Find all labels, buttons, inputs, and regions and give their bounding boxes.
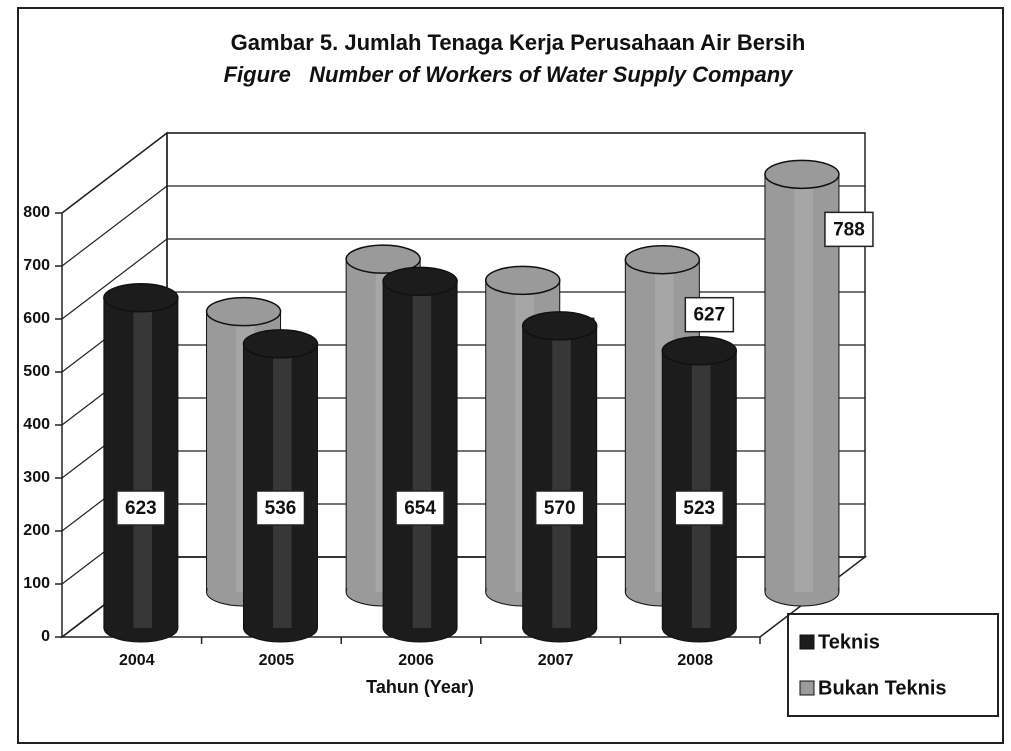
data-label-box [395,490,445,526]
legend-swatch [799,634,815,650]
grid-line [61,556,865,638]
data-label: 788 [833,219,865,240]
data-label: 570 [544,498,576,519]
bar-body-fill [244,343,317,628]
bar [103,283,179,643]
chart-title: Gambar 5. Jumlah Tenaga Kerja Perusahaan… [231,30,806,55]
bar-top [103,283,179,313]
legend-swatch [799,680,815,696]
bar-body-fill [104,297,177,628]
legend-box [787,613,999,717]
frame [17,7,1004,744]
grid-line [61,132,865,214]
y-tick-label: 300 [23,469,50,486]
bar-top [382,266,458,297]
y-tick-label: 400 [23,416,50,433]
bar-body-fill [384,281,457,628]
y-tick-label: 200 [23,522,50,539]
bar-highlight [133,297,152,628]
legend-label: Bukan Teknis [818,677,947,699]
bar-top [205,296,282,327]
x-axis-label: Tahun (Year) [366,677,474,697]
bar [521,311,598,643]
grid-line [61,238,865,320]
bar-top [242,329,319,359]
x-tick-label: 2008 [677,652,713,669]
grid-line [61,397,865,479]
y-tick-label: 0 [41,628,50,645]
data-label-box [674,490,725,526]
bar [382,266,458,643]
data-label: 654 [404,498,436,519]
grid-line [61,503,865,585]
data-label: 536 [265,498,297,519]
y-tick-label: 100 [23,575,50,592]
bar-top [345,244,421,274]
x-tick-label: 2007 [538,652,574,669]
x-tick-label: 2006 [398,652,434,669]
y-tick-label: 600 [23,310,50,327]
data-label: 623 [125,498,157,519]
floor [59,556,868,638]
data-label-box [116,490,166,526]
bar-highlight [412,281,432,628]
data-label-box [824,211,874,248]
data-label-box [255,490,306,526]
y-tick-label: 700 [23,257,50,274]
legend-label: Teknis [818,631,880,653]
bar-body-fill [523,325,596,628]
bar-top [521,311,598,341]
y-tick-label: 500 [23,363,50,380]
bar-top [624,244,701,275]
x-tick-label: 2004 [119,652,155,669]
bar-highlight [794,174,814,593]
bar-top [484,265,561,296]
grid-line [61,291,865,373]
grid-line [61,344,865,426]
bar-top [764,159,840,190]
bar-top [661,336,738,366]
grid-line [61,185,865,267]
data-label: 627 [693,305,725,326]
bar [661,336,738,643]
data-label: 523 [683,498,715,519]
bar-highlight [691,350,711,628]
y-tick-label: 800 [23,204,50,221]
bar-highlight [273,343,292,628]
data-label-box [534,490,585,526]
x-tick-label: 2005 [259,652,295,669]
bar-highlight [552,325,571,628]
chart-subtitle: Figure Number of Workers of Water Supply… [224,62,795,87]
bar [242,329,319,643]
bar-body-fill [663,350,736,628]
data-label-box [684,296,735,333]
grid-line [61,450,865,532]
